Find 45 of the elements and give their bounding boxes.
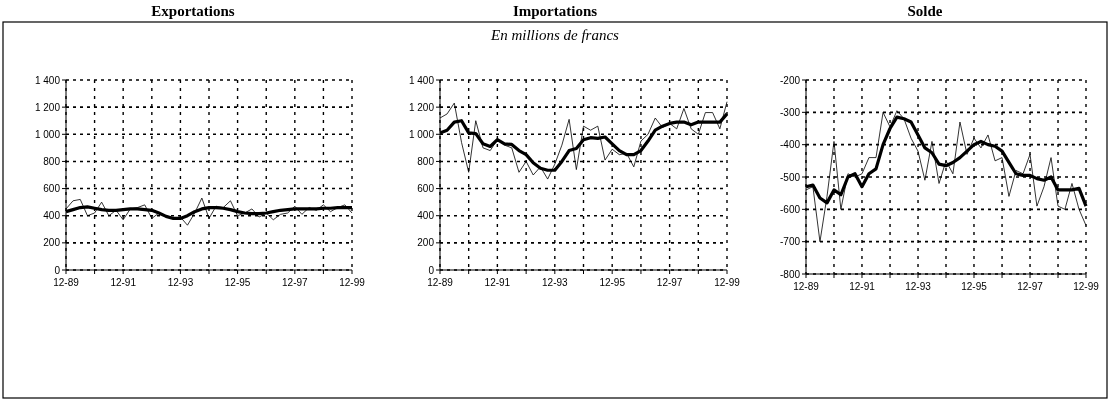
chart-title: Exportations xyxy=(151,3,235,19)
y-tick-label: 1 400 xyxy=(34,74,61,86)
y-tick-label: -800 xyxy=(779,268,801,280)
x-tick-label: 12-99 xyxy=(339,277,366,288)
chart-title: Importations xyxy=(512,3,598,19)
y-tick-label: 1 000 xyxy=(408,128,435,140)
y-tick-label: 1 200 xyxy=(408,101,435,113)
y-tick-label: 1 000 xyxy=(34,128,61,140)
x-tick-label: 12-99 xyxy=(1073,281,1100,292)
x-tick-label: 12-97 xyxy=(282,277,309,288)
y-tick-label: -200 xyxy=(779,74,801,86)
y-tick-label: 1 200 xyxy=(34,101,61,113)
x-tick-label: 12-97 xyxy=(1017,281,1044,292)
x-tick-label: 12-89 xyxy=(427,277,454,288)
x-tick-label: 12-95 xyxy=(961,281,988,292)
x-tick-label: 12-99 xyxy=(714,277,741,288)
y-tick-label: 0 xyxy=(428,264,435,276)
x-tick-label: 12-93 xyxy=(905,281,932,292)
y-tick-label: 800 xyxy=(417,155,435,167)
x-tick-label: 12-91 xyxy=(849,281,876,292)
x-tick-label: 12-95 xyxy=(224,277,251,288)
y-tick-label: 600 xyxy=(43,183,61,195)
y-tick-label: 400 xyxy=(43,210,61,222)
y-tick-label: -300 xyxy=(779,106,801,118)
x-tick-label: 12-97 xyxy=(656,277,683,288)
y-tick-label: 0 xyxy=(54,264,61,276)
chart-subtitle: En millions de francs xyxy=(490,27,620,43)
x-tick-label: 12-89 xyxy=(793,281,820,292)
chart-title: Solde xyxy=(907,3,943,19)
y-tick-label: 600 xyxy=(417,183,435,195)
y-tick-label: -400 xyxy=(779,139,801,151)
y-tick-label: 200 xyxy=(43,237,61,249)
x-tick-label: 12-95 xyxy=(599,277,626,288)
y-tick-label: -600 xyxy=(779,203,801,215)
y-tick-label: 200 xyxy=(417,237,435,249)
x-tick-label: 12-91 xyxy=(110,277,137,288)
x-tick-label: 12-89 xyxy=(53,277,80,288)
y-tick-label: 1 400 xyxy=(408,74,435,86)
y-tick-label: 800 xyxy=(43,155,61,167)
y-tick-label: -500 xyxy=(779,171,801,183)
y-tick-label: 400 xyxy=(417,210,435,222)
x-tick-label: 12-91 xyxy=(484,277,511,288)
x-tick-label: 12-93 xyxy=(167,277,194,288)
x-tick-label: 12-93 xyxy=(542,277,569,288)
y-tick-label: -700 xyxy=(779,236,801,248)
